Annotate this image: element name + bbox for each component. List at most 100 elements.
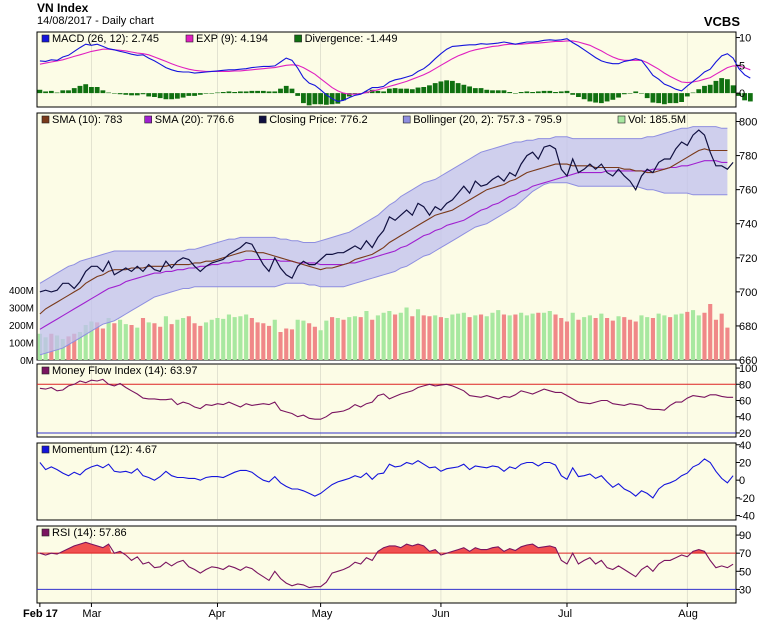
volume-tick-label: 300M [9, 304, 34, 315]
divergence-bar [404, 88, 409, 94]
volume-bar [112, 323, 117, 360]
divergence-bar [484, 89, 490, 94]
volume-bar [519, 312, 524, 360]
volume-bar [163, 316, 168, 360]
divergence-bar [386, 88, 392, 94]
divergence-bar [180, 93, 186, 98]
volume-bar [289, 329, 295, 360]
divergence-bar [220, 92, 226, 94]
divergence-bar [684, 93, 690, 97]
panel-mfi-frame [36, 363, 737, 438]
divergence-bar [255, 90, 260, 94]
divergence-bar [644, 93, 650, 99]
divergence-bar [237, 91, 243, 94]
volume-bar [547, 311, 552, 360]
divergence-bar [335, 93, 341, 104]
volume-bar [564, 321, 570, 360]
volume-bar [181, 318, 186, 360]
ytick-label-price: 760 [739, 185, 757, 197]
volume-bar [616, 316, 621, 360]
ytick-label-price: 720 [739, 253, 757, 265]
divergence-bar [627, 93, 633, 94]
volume-bar [559, 318, 564, 360]
volume-bar [536, 312, 541, 360]
divergence-bar [444, 80, 450, 94]
volume-bar [605, 318, 610, 360]
divergence-bar [152, 93, 157, 97]
volume-bar [244, 314, 249, 360]
divergence-bar [232, 92, 238, 94]
divergence-bar [679, 93, 684, 102]
ytick-label-price: 780 [739, 151, 757, 163]
legend-swatch [41, 34, 50, 43]
volume-bar [478, 314, 484, 360]
volume-bar [192, 323, 197, 360]
divergence-bar [598, 93, 604, 104]
divergence-bar [593, 93, 599, 103]
sma10-line [39, 148, 728, 315]
volume-bar [158, 326, 163, 360]
volume-bar [238, 316, 243, 360]
divergence-bar [535, 91, 541, 94]
legend-label-price-0: SMA (10): 783 [52, 114, 122, 126]
divergence-bar [507, 92, 513, 94]
divergence-bar [530, 92, 536, 94]
divergence-bar [564, 90, 570, 94]
volume-bar [301, 320, 306, 360]
divergence-bar [747, 93, 753, 102]
rsi-overbought-fill [449, 544, 559, 554]
volume-bar [381, 312, 386, 360]
volume-bar [467, 317, 472, 360]
volume-bar [627, 319, 633, 360]
volume-bar [427, 316, 432, 360]
ytick-label-rsi: 70 [739, 548, 751, 560]
volume-bar [708, 304, 713, 360]
legend-label-macd-0: MACD (26, 12): 2.745 [52, 33, 159, 45]
divergence-bar [421, 87, 427, 94]
bollinger-upper-line [39, 126, 728, 284]
divergence-bar [341, 93, 346, 101]
divergence-bar [272, 91, 278, 94]
divergence-bar [724, 79, 730, 94]
volume-bar [72, 333, 77, 360]
legend-label-price-3: Bollinger (20, 2): 757.3 - 795.9 [413, 114, 562, 126]
xaxis-label: May [312, 608, 333, 620]
divergence-bar [306, 93, 312, 106]
volume-bar [203, 322, 209, 360]
divergence-bar [174, 93, 180, 99]
divergence-bar [43, 91, 49, 94]
volume-bar [570, 312, 575, 360]
ytick-label-mfi: 100 [739, 363, 757, 375]
divergence-bar [719, 78, 725, 94]
divergence-bar [656, 93, 662, 104]
divergence-bar [472, 88, 478, 94]
volume-bar [456, 313, 461, 360]
volume-bar [433, 315, 438, 360]
divergence-bar [260, 90, 266, 94]
xaxis-label: Jun [432, 608, 450, 620]
divergence-bar [48, 90, 54, 94]
xaxis-label: Aug [678, 608, 698, 620]
volume-bar [690, 310, 696, 360]
divergence-bar [203, 93, 209, 94]
divergence-bar [541, 90, 547, 94]
volume-bar [713, 319, 719, 360]
divergence-bar [736, 93, 742, 96]
divergence-bar [215, 92, 220, 94]
divergence-bar [427, 85, 432, 94]
volume-bar [140, 318, 146, 360]
divergence-bar [289, 88, 295, 94]
ytick-label-macd: 5 [739, 60, 745, 72]
divergence-bar [553, 92, 558, 94]
volume-bar [673, 314, 678, 360]
divergence-bar [209, 93, 215, 94]
volume-bar [209, 319, 214, 360]
volume-bar [324, 320, 329, 360]
volume-bar [89, 321, 94, 360]
divergence-bar [513, 93, 518, 94]
ytick-label-mfi: 20 [739, 428, 751, 440]
divergence-bar [301, 93, 306, 104]
divergence-bar [478, 88, 484, 94]
volume-bar [473, 315, 478, 360]
xaxis-label: Jul [558, 608, 572, 620]
